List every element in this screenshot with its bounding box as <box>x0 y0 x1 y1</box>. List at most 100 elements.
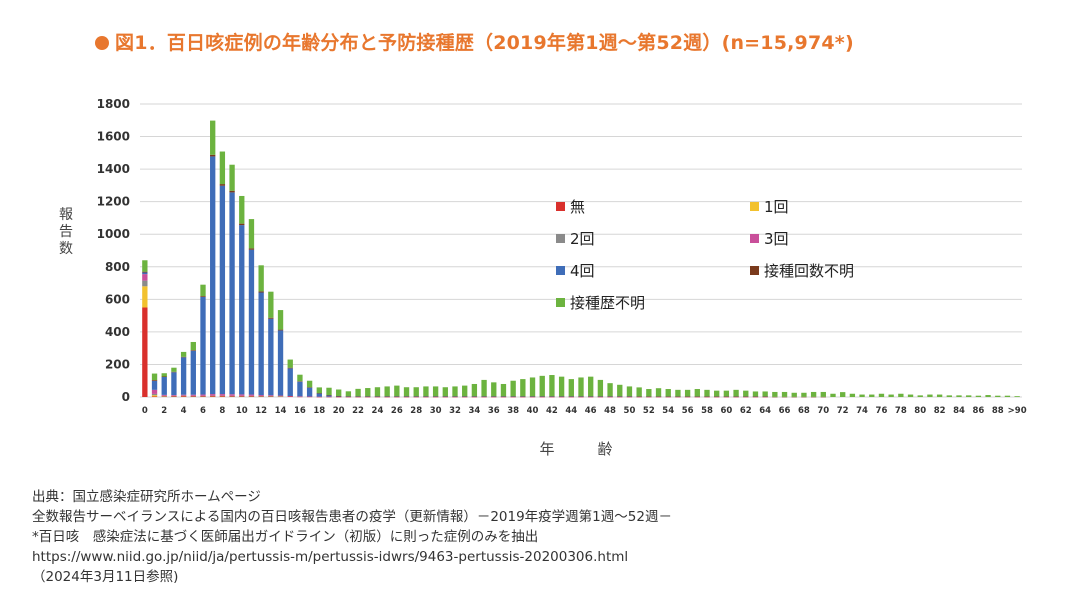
legend-label: 無 <box>570 198 586 216</box>
bar-segment <box>258 265 264 292</box>
bar-segment <box>210 394 216 396</box>
x-tick-label: 74 <box>856 406 868 416</box>
x-tick-label: 68 <box>798 406 810 416</box>
x-tick-label: 46 <box>585 406 597 416</box>
bar-segment <box>481 396 487 397</box>
legend-item: 1回 <box>750 196 789 217</box>
bar-segment <box>355 388 361 397</box>
bar-segment <box>210 396 216 397</box>
legend-item: 3回 <box>750 228 789 249</box>
bar-segment <box>180 396 187 397</box>
bar-segment <box>617 396 623 398</box>
bar-segment <box>510 380 516 397</box>
legend-item: 接種歴不明 <box>556 292 645 313</box>
bar-segment <box>277 310 284 330</box>
bar-segment <box>597 396 604 398</box>
bar-segment <box>200 284 206 297</box>
bar-segment <box>471 396 478 397</box>
bar-segment <box>578 377 584 397</box>
bar-segment <box>578 396 584 397</box>
bar-segment <box>268 318 274 396</box>
bar-segment <box>849 393 856 397</box>
bar-segment <box>462 385 468 397</box>
bar-segment <box>200 395 206 397</box>
chart-title-text: 図1．百日咳症例の年齢分布と予防接種歴（2019年第1週〜第52週）(n=15,… <box>115 32 854 54</box>
bar-segment <box>772 396 778 398</box>
legend-swatch-icon <box>556 202 565 211</box>
x-tick-label: 64 <box>759 406 771 416</box>
bar-segment <box>151 380 158 381</box>
bar-segment <box>161 376 167 395</box>
bar-segment <box>229 396 235 397</box>
x-tick-label: 40 <box>527 406 539 416</box>
bar-segment <box>306 380 313 388</box>
x-tick-label: 28 <box>410 406 422 416</box>
x-tick-label: 30 <box>430 406 442 416</box>
bar-segment <box>229 190 235 193</box>
bar-segment <box>316 396 322 398</box>
bar-segment <box>781 391 788 397</box>
bar-segment <box>452 386 458 397</box>
bar-segment <box>394 385 400 397</box>
bar-segment <box>888 394 894 397</box>
bar-segment <box>403 387 410 397</box>
bar-segment <box>781 396 788 398</box>
bar-segment <box>694 389 700 397</box>
bar-segment <box>432 396 439 397</box>
y-tick-label: 400 <box>105 325 130 339</box>
bar-segment <box>917 395 923 397</box>
bar-segment <box>297 381 303 397</box>
bar-segment <box>239 396 245 397</box>
bar-segment <box>471 383 478 397</box>
x-tick-label: 20 <box>333 406 345 416</box>
bar-segment <box>529 396 536 397</box>
x-tick-label: 16 <box>294 406 306 416</box>
bar-segment <box>684 396 691 397</box>
bar-segment <box>820 391 826 397</box>
bar-segment <box>171 371 177 373</box>
bar-segment <box>481 379 487 397</box>
bar-segment <box>297 396 303 398</box>
bar-segment <box>384 396 390 397</box>
bar-segment <box>898 393 904 397</box>
bar-segment <box>966 395 972 397</box>
x-tick-label: 26 <box>391 406 403 416</box>
bar-segment <box>500 383 507 397</box>
bar-segment <box>268 291 274 318</box>
legend-label: 3回 <box>764 230 789 248</box>
bar-segment <box>442 396 448 397</box>
bar-segment <box>520 396 526 398</box>
bar-segment <box>161 395 167 397</box>
bar-segment <box>345 396 352 398</box>
x-tick-label: 44 <box>565 406 577 416</box>
bar-segment <box>956 395 962 397</box>
bar-segment <box>607 396 613 398</box>
bar-segment <box>471 396 478 398</box>
bar-segment <box>675 389 681 397</box>
bar-segment <box>985 395 991 397</box>
bar-segment <box>161 394 167 396</box>
x-tick-label: 22 <box>352 406 364 416</box>
bar-segment <box>239 395 245 397</box>
x-tick-label: 60 <box>720 406 732 416</box>
bar-segment <box>878 393 885 397</box>
bar-segment <box>1004 395 1011 397</box>
bar-segment <box>239 223 245 226</box>
bar-segment <box>655 396 662 397</box>
bar-segment <box>219 185 226 395</box>
bar-segment <box>810 391 817 397</box>
bar-segment <box>142 280 148 287</box>
bar-segment <box>597 396 604 397</box>
bar-segment <box>248 219 255 249</box>
bar-segment <box>161 376 167 377</box>
bar-segment <box>500 396 507 397</box>
bar-segment <box>171 395 177 396</box>
bar-segment <box>423 396 429 397</box>
bar-segment <box>374 396 381 398</box>
bar-segment <box>423 396 429 398</box>
bar-segment <box>316 393 322 397</box>
bar-segment <box>626 396 633 398</box>
bar-segment <box>345 391 352 397</box>
bar-segment <box>190 341 196 351</box>
